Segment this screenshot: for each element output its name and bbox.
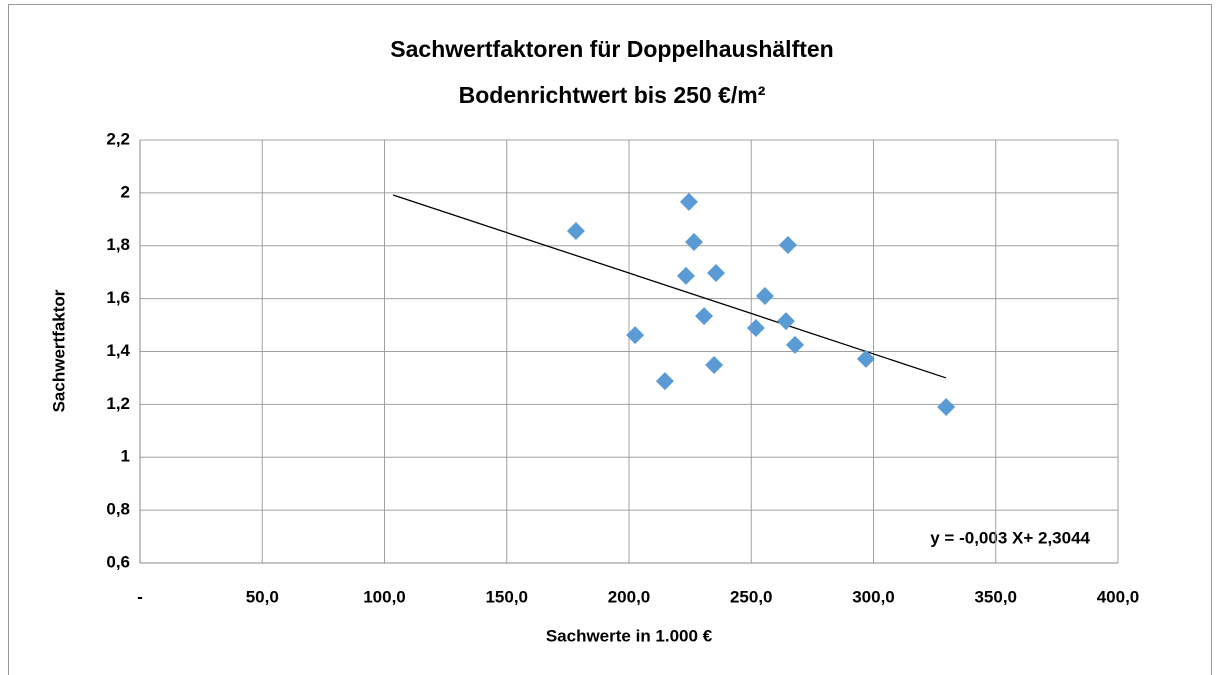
x-tick-label: 300,0 xyxy=(852,587,895,606)
y-tick-label: 1,2 xyxy=(106,394,130,413)
y-tick-label: 2,2 xyxy=(106,129,130,148)
x-tick-label: 150,0 xyxy=(485,587,528,606)
chart-title: Sachwertfaktoren für Doppelhaushälften xyxy=(390,36,833,62)
marker xyxy=(626,326,645,345)
y-axis-label: Sachwertfaktor xyxy=(49,289,68,412)
trendline xyxy=(392,194,947,379)
marker xyxy=(685,233,704,252)
x-tick-label: 200,0 xyxy=(608,587,651,606)
x-tick-label: 400,0 xyxy=(1097,587,1140,606)
marker xyxy=(776,312,795,331)
x-tick-label: 50,0 xyxy=(246,587,279,606)
marker xyxy=(937,398,956,417)
y-tick-label: 1,4 xyxy=(106,341,130,360)
marker xyxy=(566,221,585,240)
trendline-equation: y = -0,003 X+ 2,3044 xyxy=(930,528,1090,547)
x-tick-label: 250,0 xyxy=(730,587,773,606)
marker xyxy=(705,355,724,374)
x-axis-label: Sachwerte in 1.000 € xyxy=(546,626,713,645)
marker xyxy=(679,192,698,211)
x-tick-label: 350,0 xyxy=(974,587,1017,606)
marker xyxy=(695,307,714,326)
x-tick-label: 100,0 xyxy=(363,587,406,606)
chart-subtitle: Bodenrichtwert bis 250 €/m² xyxy=(459,82,766,108)
marker xyxy=(746,318,765,337)
y-tick-label: 0,8 xyxy=(106,500,130,519)
marker xyxy=(786,335,805,354)
marker xyxy=(655,372,674,391)
x-tick-label: - xyxy=(137,587,143,606)
marker xyxy=(755,286,774,305)
y-tick-label: 1 xyxy=(121,447,130,466)
marker xyxy=(778,235,797,254)
marker xyxy=(676,266,695,285)
y-tick-label: 0,6 xyxy=(106,552,130,571)
y-tick-label: 2 xyxy=(121,182,130,201)
marker xyxy=(856,349,875,368)
y-tick-label: 1,8 xyxy=(106,235,130,254)
y-tick-label: 1,6 xyxy=(106,288,130,307)
marker xyxy=(707,263,726,282)
